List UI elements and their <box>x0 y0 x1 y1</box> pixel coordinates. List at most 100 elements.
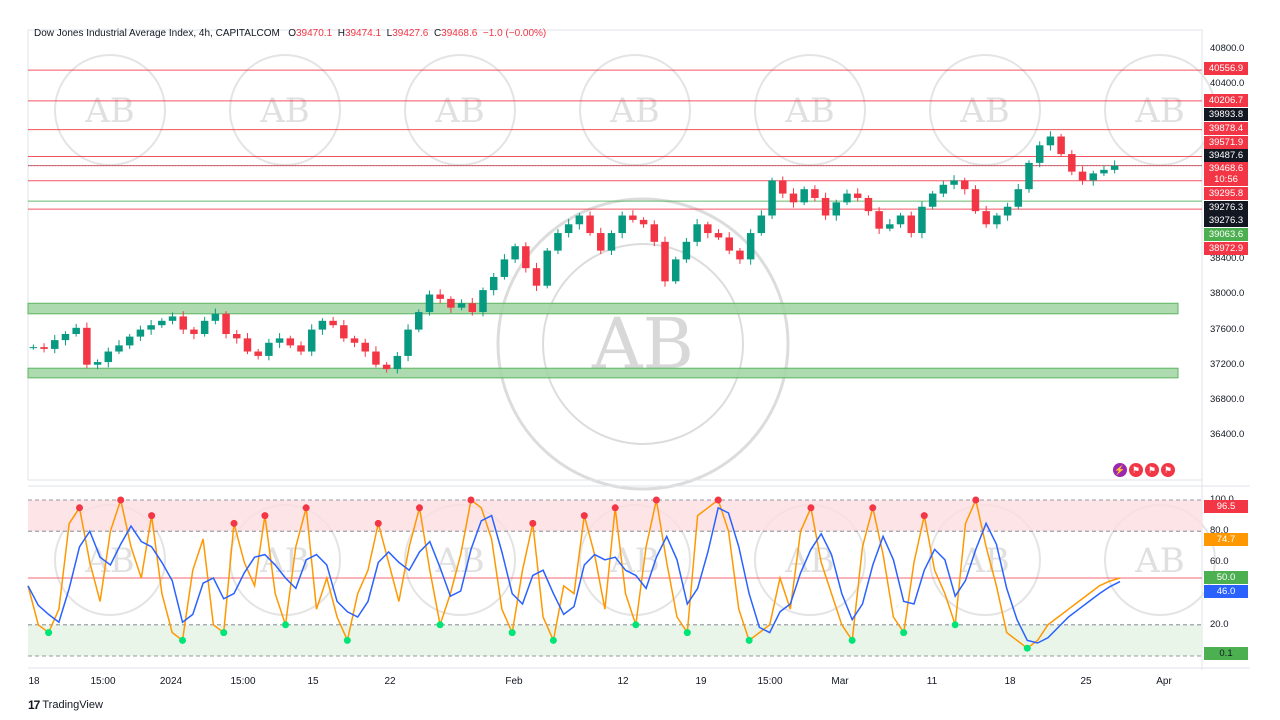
watermark-big-seal <box>496 197 790 491</box>
candle-body <box>318 320 327 330</box>
overbought-signal-dot <box>611 504 619 512</box>
price-tag[interactable]: 39893.8 <box>1204 108 1248 121</box>
oversold-signal-dot <box>508 629 516 637</box>
oscillator-value-tag[interactable]: 96.5 <box>1204 500 1248 513</box>
tradingview-logo[interactable]: 17 TradingView <box>28 698 103 712</box>
watermark-text: AB <box>1134 541 1185 581</box>
candle-body <box>93 362 102 365</box>
price-tag[interactable]: 40556.9 <box>1204 62 1248 75</box>
tradingview-logo-icon: 17 <box>28 698 40 712</box>
overbought-signal-dot <box>415 504 423 512</box>
candle-body <box>125 336 134 346</box>
close-label: C <box>433 28 442 39</box>
close-value: 39468.6 <box>441 28 478 39</box>
time-axis-label: Mar <box>831 676 849 687</box>
time-axis-label: 22 <box>384 676 396 687</box>
flag-icon[interactable]: ⚑ <box>1145 463 1159 477</box>
overbought-signal-dot <box>920 512 928 520</box>
overbought-signal-dot <box>972 496 980 504</box>
candle-body <box>286 338 295 346</box>
candle-body <box>639 219 648 225</box>
candle-body <box>265 342 273 356</box>
candle-body <box>522 246 530 269</box>
candle-body <box>928 193 937 207</box>
oversold-signal-dot <box>282 621 290 629</box>
overbought-signal-dot <box>117 496 125 504</box>
candle-body <box>725 237 733 251</box>
change-value: −1.0 (−0.00%) <box>482 28 547 39</box>
oscillator-value-tag[interactable]: 46.0 <box>1204 585 1248 598</box>
price-tag[interactable]: 39276.3 <box>1204 201 1248 214</box>
oversold-signal-dot <box>745 636 753 644</box>
overbought-signal-dot <box>76 504 84 512</box>
bar-countdown: 10:56 <box>1204 173 1248 186</box>
time-axis-label: 18 <box>28 676 40 687</box>
candle-body <box>404 329 412 356</box>
candle-body <box>147 325 155 330</box>
open-label: O <box>288 28 296 39</box>
candle-body <box>179 316 187 330</box>
oversold-signal-dot <box>549 636 557 644</box>
candle-body <box>1089 173 1097 181</box>
lightning-icon[interactable]: ⚡ <box>1113 463 1127 477</box>
time-axis-label: 15:00 <box>230 676 255 687</box>
price-tag[interactable]: 39571.9 <box>1204 136 1248 149</box>
oscillator-value-tag[interactable]: 74.7 <box>1204 533 1248 546</box>
oversold-signal-dot <box>343 636 351 644</box>
candle-body <box>853 193 862 198</box>
candle-body <box>83 327 91 365</box>
price-tag[interactable]: 39276.3 <box>1204 214 1248 227</box>
candle-body <box>425 294 434 313</box>
price-tag[interactable]: 39295.8 <box>1204 187 1248 200</box>
stoch-d-line <box>27 506 1121 644</box>
price-tag[interactable]: 39468.6 <box>1204 162 1248 175</box>
candle-body <box>886 224 894 229</box>
oscillator-value-tag[interactable]: 50.0 <box>1204 571 1248 584</box>
time-axis-label: 15:00 <box>757 676 782 687</box>
price-tag[interactable]: 39063.6 <box>1204 228 1248 241</box>
price-tag[interactable]: 38972.9 <box>1204 242 1248 255</box>
candle-body <box>554 233 562 251</box>
candle-body <box>586 215 594 234</box>
price-tag[interactable]: 39487.6 <box>1204 149 1248 162</box>
flag-icon[interactable]: ⚑ <box>1161 463 1175 477</box>
oversold-signal-dot <box>179 636 187 644</box>
candle-body <box>382 364 391 370</box>
candle-body <box>297 345 305 352</box>
overbought-signal-dot <box>529 519 537 527</box>
oversold-signal-dot <box>1023 644 1031 652</box>
candle-body <box>821 197 830 216</box>
price-tag[interactable]: 40206.7 <box>1204 94 1248 107</box>
candle-body <box>993 215 1001 225</box>
candle-body <box>136 329 145 337</box>
candle-body <box>779 180 787 194</box>
candle-body <box>115 345 123 352</box>
time-axis-label: 19 <box>695 676 707 687</box>
candle-body <box>243 338 252 352</box>
candle-body <box>671 259 680 282</box>
overbought-signal-dot <box>148 512 156 520</box>
candle-body <box>275 338 284 343</box>
oversold-signal-dot <box>683 629 691 637</box>
candle-body <box>168 316 177 321</box>
candle-body <box>340 325 348 339</box>
oscillator-value-tag[interactable]: 0.1 <box>1204 647 1248 660</box>
candle-body <box>693 224 701 242</box>
flag-icon[interactable]: ⚑ <box>1129 463 1143 477</box>
candle-body <box>211 313 220 321</box>
watermark-seal <box>404 54 516 166</box>
indicator-icons[interactable]: ⚡ ⚑ ⚑ ⚑ <box>1113 463 1175 477</box>
candle-body <box>40 347 48 349</box>
oversold-signal-dot <box>951 621 959 629</box>
symbol-name[interactable]: Dow Jones Industrial Average Index, 4h, … <box>34 28 280 39</box>
candle-body <box>29 347 38 349</box>
oversold-signal-dot <box>900 629 908 637</box>
candle-body <box>564 224 573 234</box>
oversold-signal-dot <box>436 621 444 629</box>
price-tag[interactable]: 39878.4 <box>1204 122 1248 135</box>
overbought-signal-dot <box>374 519 382 527</box>
time-axis-label: Feb <box>505 676 523 687</box>
oversold-signal-dot <box>220 629 228 637</box>
candle-body <box>436 294 444 299</box>
